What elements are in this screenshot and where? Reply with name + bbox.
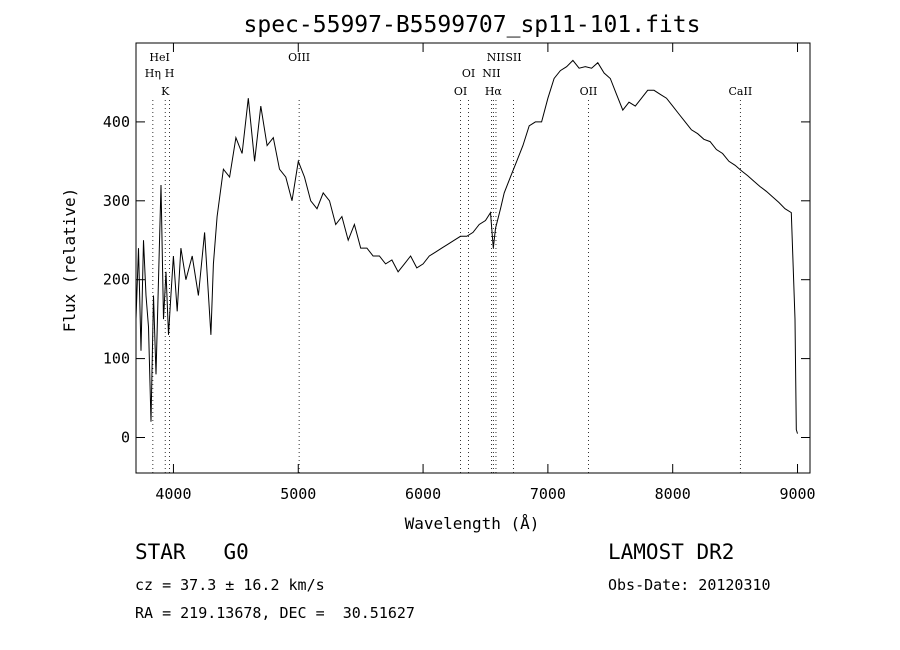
x-tick-label: 5000	[280, 485, 316, 503]
observation-date-label: Obs-Date: 20120310	[608, 576, 771, 594]
y-axis: 0 100 200 300 400	[103, 113, 810, 446]
emission-line-label: H	[165, 67, 175, 80]
y-tick-label: 400	[103, 113, 130, 131]
emission-line-label: NII	[482, 67, 500, 80]
emission-line-label: Hα	[485, 85, 503, 98]
x-tick-label: 8000	[655, 485, 691, 503]
plot-frame	[135, 42, 811, 474]
survey-label: LAMOST DR2	[608, 540, 735, 564]
y-tick-label: 100	[103, 350, 130, 368]
emission-line-markers	[152, 100, 741, 473]
y-tick-label: 300	[103, 192, 130, 210]
emission-line-label: Hη	[145, 67, 161, 80]
emission-line-label: HeI	[149, 51, 169, 64]
y-tick-label: 200	[103, 271, 130, 289]
x-tick-label: 6000	[405, 485, 441, 503]
flux-series-line	[135, 59, 798, 434]
x-tick-label: 4000	[155, 485, 191, 503]
coordinates-label: RA = 219.13678, DEC = 30.51627	[135, 604, 415, 622]
emission-line-label: OII	[580, 85, 598, 98]
emission-line-label: SII	[505, 51, 521, 64]
redshift-velocity-label: cz = 37.3 ± 16.2 km/s	[135, 576, 325, 594]
emission-line-label: K	[161, 85, 170, 98]
x-tick-label: 9000	[779, 485, 815, 503]
x-axis-label: Wavelength (Å)	[405, 514, 540, 533]
emission-line-label: CaII	[729, 85, 753, 98]
y-tick-label: 0	[121, 428, 130, 446]
object-class-label: STAR G0	[135, 540, 249, 564]
emission-line-label: OI	[454, 85, 467, 98]
emission-line-label: OIII	[288, 51, 310, 64]
x-axis: 4000 5000 6000 7000 8000 9000	[155, 43, 816, 503]
emission-line-label: NII	[487, 51, 505, 64]
y-axis-label: Flux (relative)	[60, 188, 79, 333]
x-tick-label: 7000	[530, 485, 566, 503]
chart-title: spec-55997-B5599707_sp11-101.fits	[244, 12, 701, 38]
emission-line-label: OI	[462, 67, 475, 80]
